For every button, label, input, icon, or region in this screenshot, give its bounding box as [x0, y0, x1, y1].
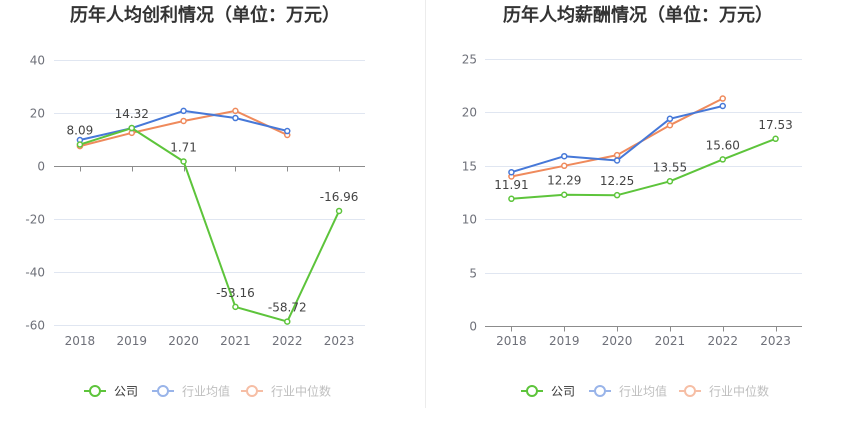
- y-tick-label: 5: [469, 267, 477, 281]
- data-label: 17.53: [758, 118, 792, 132]
- data-point: [232, 114, 239, 122]
- y-tick-label: 20: [462, 106, 477, 120]
- data-point: [666, 121, 674, 129]
- y-tick-label: 0: [37, 160, 45, 174]
- legend-label: 公司: [114, 385, 138, 399]
- data-point: [128, 124, 135, 132]
- legend-item-industry-median[interactable]: 行业中位数: [679, 384, 769, 399]
- series-line-industry-median: [511, 97, 724, 178]
- data-point: [666, 178, 674, 185]
- data-label: 15.60: [706, 138, 740, 152]
- data-point: [719, 95, 726, 102]
- chart-title: 历年人均薪酬情况（单位：万元）: [503, 4, 773, 26]
- y-tick-label: 25: [462, 53, 477, 67]
- data-point: [284, 318, 291, 325]
- series-industry-average: [76, 107, 291, 144]
- x-tick-label: 2019: [116, 334, 147, 348]
- legend-item-industry-average[interactable]: 行业均值: [152, 384, 230, 399]
- legend-label: 行业中位数: [709, 384, 769, 399]
- data-point: [232, 107, 239, 115]
- data-point: [180, 158, 187, 165]
- y-tick-label: 10: [462, 213, 477, 227]
- legend-line-marker-icon: [521, 385, 543, 397]
- data-label: -16.96: [320, 190, 359, 204]
- series-industry-median: [508, 95, 726, 180]
- data-point: [335, 207, 343, 215]
- series-company: 11.91 12.29 12.25 13.55 15.60 17.53: [494, 118, 793, 203]
- legend-item-industry-median[interactable]: 行业中位数: [241, 384, 331, 399]
- chart-salary: 历年人均薪酬情况（单位：万元） 25 20 15 10 5 0 2018 2019 2020 202…: [462, 4, 802, 399]
- grid: 25 20 15 10 5 0: [462, 53, 802, 334]
- data-point: [508, 168, 515, 176]
- data-point: [180, 107, 187, 115]
- legend-line-marker-icon: [152, 385, 174, 397]
- legend-label: 行业均值: [182, 384, 230, 399]
- data-point: [719, 156, 726, 163]
- legend-item-industry-average[interactable]: 行业均值: [589, 384, 667, 399]
- x-tick-label: 2023: [760, 334, 791, 348]
- x-tick-label: 2021: [220, 334, 251, 348]
- data-point: [284, 127, 291, 135]
- series-line-company: [79, 127, 341, 323]
- data-point: [180, 117, 187, 125]
- x-tick-label: 2021: [655, 334, 686, 348]
- x-axis: 2018 2019 2020 2021 2022 2023: [485, 326, 802, 348]
- data-label: 8.09: [67, 124, 94, 138]
- legend: 公司 行业均值 行业中位数: [521, 384, 769, 399]
- legend-item-company[interactable]: 公司: [521, 385, 575, 399]
- data-label: 1.71: [170, 140, 197, 154]
- x-tick-label: 2023: [324, 334, 355, 348]
- data-label: 13.55: [653, 160, 687, 174]
- y-tick-label: 15: [462, 160, 477, 174]
- y-tick-label: -20: [25, 213, 45, 227]
- data-label: 11.91: [494, 178, 528, 192]
- data-label: 14.32: [115, 107, 149, 121]
- data-point: [666, 115, 674, 123]
- legend-line-marker-icon: [241, 385, 263, 397]
- y-tick-label: 40: [30, 54, 45, 68]
- data-point: [772, 135, 779, 143]
- legend-item-company[interactable]: 公司: [84, 385, 138, 399]
- data-point: [561, 162, 568, 170]
- data-point: [613, 151, 621, 159]
- x-tick-label: 2018: [65, 334, 96, 348]
- legend-label: 行业中位数: [271, 384, 331, 399]
- legend-line-marker-icon: [679, 385, 701, 397]
- legend: 公司 行业均值 行业中位数: [84, 384, 331, 399]
- legend-label: 行业均值: [619, 384, 667, 399]
- x-tick-label: 2018: [496, 334, 527, 348]
- x-tick-label: 2020: [602, 334, 633, 348]
- grid: 40 20 0 -20 -40 -60: [25, 54, 365, 333]
- data-label: 12.25: [600, 174, 634, 188]
- data-point: [232, 303, 239, 311]
- y-tick-label: 20: [30, 107, 45, 121]
- data-label: -58.72: [268, 301, 307, 315]
- y-tick-label: 0: [469, 320, 477, 334]
- legend-line-marker-icon: [84, 385, 106, 397]
- legend-label: 公司: [551, 385, 575, 399]
- x-axis: 2018 2019 2020 2021 2022 2023: [54, 166, 365, 348]
- y-tick-label: -60: [25, 319, 45, 333]
- data-point: [719, 102, 726, 110]
- chart-title: 历年人均创利情况（单位：万元）: [70, 4, 340, 26]
- x-tick-label: 2020: [168, 334, 199, 348]
- data-point: [508, 195, 515, 203]
- chart-profit: 历年人均创利情况（单位：万元） 40 20 0 -20 -40 -60 2018 2019 202…: [25, 4, 365, 399]
- data-point: [76, 141, 84, 148]
- legend-line-marker-icon: [589, 385, 611, 397]
- series-company: 8.09 14.32 1.71 -53.16 -58.72 -16.96: [67, 107, 359, 325]
- x-tick-label: 2019: [549, 334, 580, 348]
- x-tick-label: 2022: [272, 334, 303, 348]
- x-tick-label: 2022: [707, 334, 738, 348]
- series-line-company: [511, 137, 776, 200]
- data-point: [561, 191, 568, 198]
- data-label: -53.16: [216, 286, 255, 300]
- data-label: 12.29: [547, 174, 581, 188]
- data-point: [561, 152, 568, 160]
- data-point: [613, 157, 621, 164]
- data-point: [613, 191, 621, 199]
- y-tick-label: -40: [25, 266, 45, 280]
- series-industry-average: [508, 102, 726, 176]
